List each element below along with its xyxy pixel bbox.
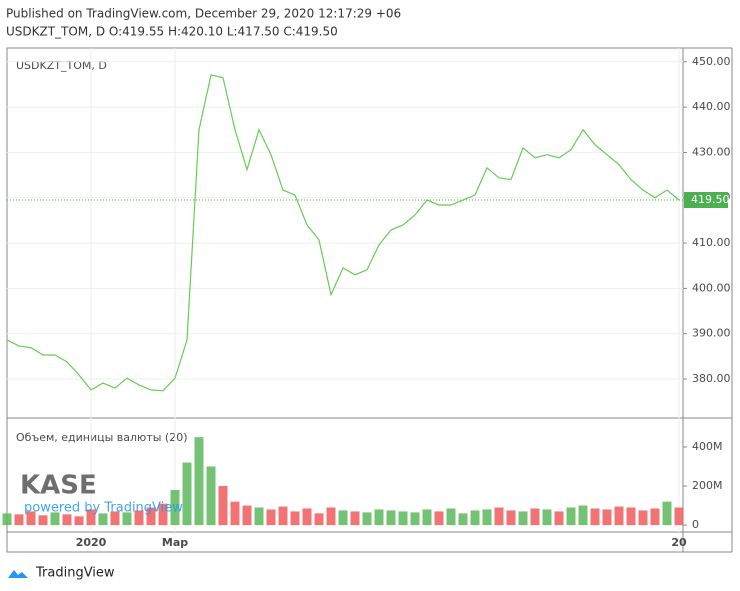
- y-tick-label: 200M: [692, 479, 723, 492]
- volume-bar: [410, 512, 420, 526]
- price-legend: USDKZT_TOM, D: [16, 59, 107, 72]
- volume-bar: [422, 509, 432, 526]
- volume-bar: [638, 510, 648, 526]
- volume-bar: [326, 507, 336, 526]
- volume-bar: [434, 511, 444, 526]
- volume-bar: [506, 510, 516, 526]
- volume-bar: [578, 505, 588, 526]
- x-tick-label: 2020: [76, 536, 107, 549]
- last-price-box: [684, 192, 728, 209]
- volume-bar: [530, 508, 540, 526]
- volume-bar: [230, 501, 240, 526]
- volume-bar: [662, 501, 672, 526]
- volume-bar: [518, 511, 528, 526]
- volume-bar: [566, 507, 576, 526]
- volume-bar: [146, 507, 156, 526]
- volume-bar: [158, 503, 168, 526]
- volume-bar: [182, 462, 192, 526]
- volume-bar: [290, 511, 300, 526]
- volume-bar: [110, 511, 120, 526]
- volume-bar: [206, 466, 216, 526]
- volume-bar: [446, 508, 456, 526]
- footer-icon: [8, 570, 28, 578]
- volume-bar: [254, 507, 264, 526]
- volume-bar: [362, 512, 372, 526]
- volume-bar: [14, 514, 24, 526]
- volume-bar: [170, 489, 180, 526]
- volume-bar: [134, 510, 144, 526]
- volume-legend: Объем, единицы валюты (20): [16, 431, 188, 444]
- volume-bar: [482, 509, 492, 526]
- volume-bar: [590, 508, 600, 526]
- volume-bar: [554, 511, 564, 526]
- y-tick-label: 450.00: [692, 55, 731, 68]
- x-tick-label: Мар: [162, 536, 188, 549]
- y-tick-label: 400M: [692, 440, 723, 453]
- volume-bar: [602, 509, 612, 526]
- logo-tagline: powered by TradingView: [24, 501, 183, 516]
- volume-bar: [398, 511, 408, 526]
- volume-bar: [62, 514, 72, 526]
- volume-bar: [626, 507, 636, 526]
- x-tick-label: 20: [671, 536, 687, 549]
- volume-bar: [458, 513, 468, 526]
- volume-bar: [74, 516, 84, 526]
- volume-bar: [338, 510, 348, 526]
- volume-bar: [50, 512, 60, 526]
- volume-bar: [26, 511, 36, 526]
- volume-bar: [278, 506, 288, 526]
- volume-bar: [2, 513, 12, 526]
- frame: [6, 47, 733, 553]
- price-line: [6, 74, 680, 392]
- volume-bar: [38, 515, 48, 526]
- last-price-label: 419.50: [691, 193, 730, 206]
- volume-bar: [470, 510, 480, 526]
- y-tick-label: 410.00: [692, 236, 731, 249]
- volume-bar: [494, 507, 504, 526]
- volume-bar: [374, 509, 384, 526]
- volume-bar: [242, 505, 252, 526]
- volume-bar: [350, 511, 360, 526]
- y-tick-label: 400.00: [692, 281, 731, 294]
- volume-bar: [542, 509, 552, 526]
- footer-brand[interactable]: TradingView: [35, 566, 115, 581]
- y-tick-label: 380.00: [692, 372, 731, 385]
- volume-bar: [386, 510, 396, 526]
- volume-bar: [302, 508, 312, 526]
- published: Published on TradingView.com, December 2…: [6, 7, 401, 21]
- volume-bar: [98, 513, 108, 526]
- volume-bar: [314, 513, 324, 526]
- y-tick-label: 390.00: [692, 327, 731, 340]
- volume-bar: [614, 506, 624, 526]
- volume-bar: [86, 509, 96, 526]
- volume-bar: [194, 437, 204, 526]
- volume-bar: [674, 507, 684, 526]
- y-tick-label: 430.00: [692, 145, 731, 158]
- volume-bar: [218, 486, 228, 526]
- logo: KASE: [20, 471, 97, 501]
- y-tick-label: 0: [692, 518, 699, 531]
- volume-bar: [122, 512, 132, 526]
- volume-bar: [266, 509, 276, 526]
- volume-bar: [650, 508, 660, 526]
- y-tick-label: 440.00: [692, 100, 731, 113]
- ohlc: USDKZT_TOM, D O:419.55 H:420.10 L:417.50…: [6, 25, 338, 39]
- plot: 2020Мар20380.00390.00400.00410.00420.004…: [2, 48, 731, 549]
